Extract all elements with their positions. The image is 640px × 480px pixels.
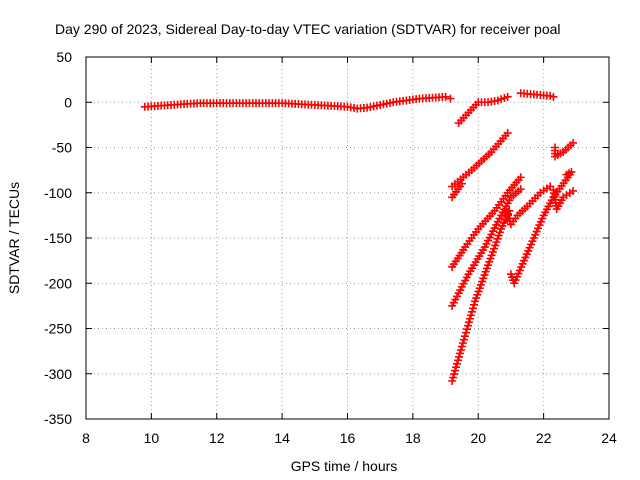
x-tick-label: 10	[144, 430, 160, 446]
series-4	[448, 179, 466, 202]
data-point	[467, 307, 476, 316]
x-tick-label: 12	[209, 430, 225, 446]
data-point	[457, 179, 466, 188]
y-tick-label: -50	[52, 140, 72, 156]
y-axis-label: SDTVAR / TECUs	[6, 182, 22, 294]
x-axis-label: GPS time / hours	[291, 458, 398, 474]
y-tick-label: -250	[44, 321, 72, 337]
data-point	[465, 314, 474, 323]
series-5	[448, 173, 525, 271]
series-6	[448, 185, 525, 310]
series-2	[516, 89, 558, 101]
x-tick-label: 16	[340, 430, 356, 446]
data-point	[516, 185, 525, 194]
series-8	[502, 182, 555, 229]
y-tick-label: -300	[44, 366, 72, 382]
series-9	[506, 170, 574, 288]
data-point	[567, 167, 576, 176]
data-point	[463, 321, 472, 330]
data-point	[460, 332, 469, 341]
x-tick-label: 22	[536, 430, 552, 446]
data-point	[469, 300, 478, 309]
data-point	[503, 129, 512, 138]
series-0	[140, 92, 455, 113]
y-tick-label: -350	[44, 411, 72, 427]
axis-ticks: 8 10 12 14 16 18 20 22 24 50 0 -50 -100 -150 -200 -250 -…	[44, 49, 617, 446]
y-tick-label: 0	[64, 94, 72, 110]
data-point	[466, 311, 475, 320]
data-point	[446, 94, 455, 103]
data-point	[503, 92, 512, 101]
x-tick-label: 8	[82, 430, 90, 446]
x-tick-label: 20	[470, 430, 486, 446]
y-tick-label: -150	[44, 230, 72, 246]
data-point	[461, 328, 470, 337]
data-point	[441, 92, 450, 101]
data-point	[549, 92, 558, 101]
data-point	[458, 339, 467, 348]
data-point	[569, 186, 578, 195]
y-tick-label: -200	[44, 275, 72, 291]
x-tick-label: 14	[274, 430, 290, 446]
data-point	[457, 342, 466, 351]
data-point	[462, 325, 471, 334]
data-point	[516, 173, 525, 182]
series-1	[454, 92, 512, 128]
x-tick-label: 18	[405, 430, 421, 446]
series-11	[551, 138, 578, 161]
series-7	[448, 206, 514, 385]
y-tick-label: -100	[44, 185, 72, 201]
series-3	[448, 129, 512, 191]
data-point	[569, 138, 578, 147]
series-10	[549, 186, 578, 214]
data-point	[468, 304, 477, 313]
chart-title: Day 290 of 2023, Sidereal Day-to-day VTE…	[55, 21, 561, 37]
x-tick-label: 24	[601, 430, 617, 446]
data-point	[459, 335, 468, 344]
data-point	[464, 318, 473, 327]
grid	[86, 57, 609, 419]
data-marks	[140, 89, 578, 385]
y-tick-label: 50	[56, 49, 72, 65]
series-12	[562, 167, 576, 179]
